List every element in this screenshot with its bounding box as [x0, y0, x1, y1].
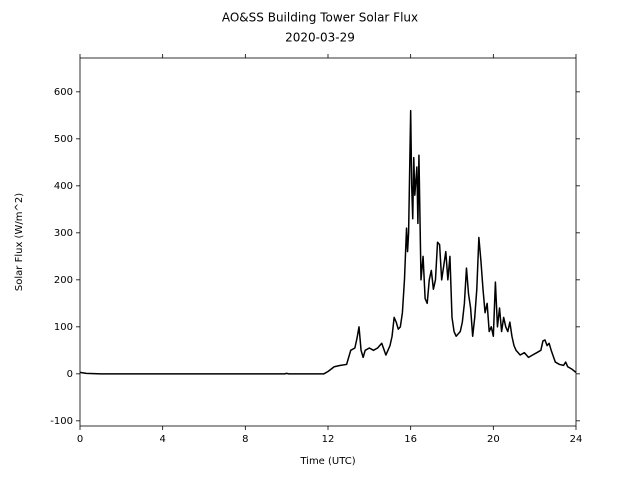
y-tick-label: 200	[54, 275, 73, 286]
x-tick-label: 24	[570, 434, 583, 445]
x-tick-label: 12	[322, 434, 335, 445]
y-tick-label: 100	[54, 322, 73, 333]
y-tick-label: 300	[54, 228, 73, 239]
y-tick-label: 500	[54, 134, 73, 145]
y-tick-label: 400	[54, 181, 73, 192]
x-tick-label: 0	[77, 434, 83, 445]
x-axis-label: Time (UTC)	[299, 456, 355, 467]
y-tick-label: -100	[50, 416, 73, 427]
x-tick-label: 4	[159, 434, 165, 445]
x-tick-label: 20	[487, 434, 500, 445]
y-axis-label: Solar Flux (W/m^2)	[14, 193, 25, 291]
y-tick-label: 0	[67, 369, 73, 380]
chart-title: AO&SS Building Tower Solar Flux	[222, 11, 418, 25]
chart-subtitle: 2020-03-29	[285, 31, 355, 45]
x-tick-label: 8	[242, 434, 248, 445]
data-line	[79, 109, 577, 375]
x-tick-label: 16	[404, 434, 417, 445]
y-tick-label: 600	[54, 87, 73, 98]
